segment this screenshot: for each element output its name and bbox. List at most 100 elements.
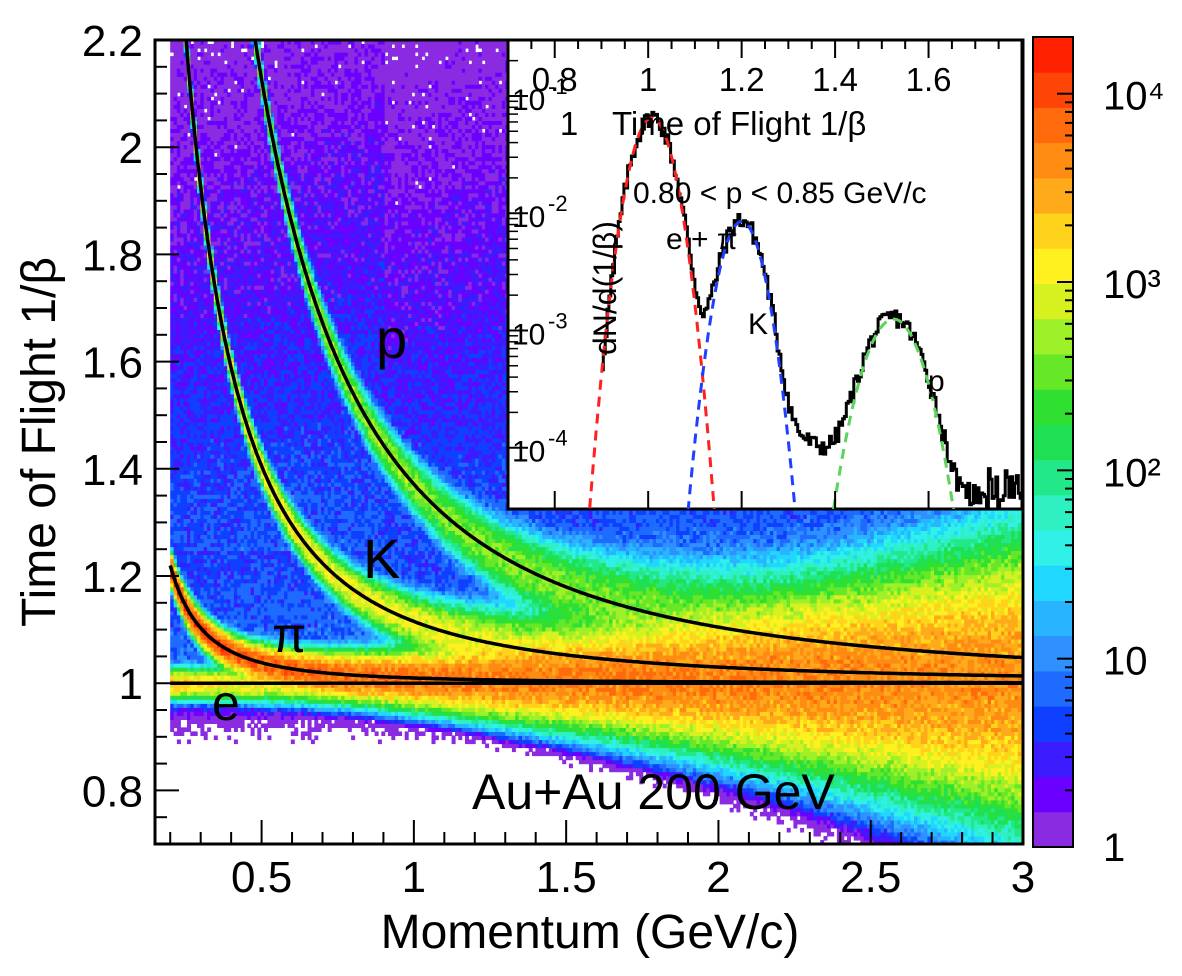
heatmap-cell (170, 374, 174, 379)
heatmap-cell (170, 522, 174, 527)
heatmap-cell (170, 88, 174, 93)
heatmap-cell (177, 506, 181, 511)
heatmap-cell (177, 193, 181, 198)
heatmap-cell (204, 321, 208, 326)
heatmap-cell (170, 599, 174, 604)
heatmap-cell (174, 92, 178, 97)
heatmap-cell (204, 317, 208, 322)
heatmap-cell (170, 100, 174, 105)
heatmap-cell (177, 394, 181, 399)
heatmap-cell (170, 406, 174, 411)
heatmap-cell (200, 108, 204, 113)
heatmap-cell (170, 273, 174, 278)
heatmap-cell (177, 161, 181, 166)
heatmap-cell (204, 466, 208, 471)
heatmap-cell (204, 446, 208, 451)
heatmap-cell (170, 623, 174, 628)
heatmap-cell (204, 346, 208, 351)
heatmap-cell (204, 731, 208, 736)
heatmap-cell (177, 514, 181, 519)
heatmap-cell (177, 165, 181, 170)
heatmap-cell (170, 583, 174, 588)
heatmap-cell (170, 225, 174, 230)
heatmap-cell (177, 631, 181, 636)
heatmap-cell (204, 273, 208, 278)
heatmap-cell (204, 659, 208, 664)
heatmap-cell (204, 96, 208, 101)
heatmap-cell (177, 522, 181, 527)
heatmap-cell (177, 100, 181, 105)
heatmap-cell (204, 325, 208, 330)
heatmap-cell (177, 627, 181, 632)
heatmap-cell (204, 177, 208, 182)
heatmap-cell (204, 502, 208, 507)
heatmap-cell (170, 370, 174, 375)
heatmap-cell (170, 165, 174, 170)
heatmap-cell (204, 277, 208, 282)
heatmap-cell (204, 390, 208, 395)
heatmap-cell (204, 112, 208, 117)
heatmap-cell (170, 64, 174, 69)
heatmap-cell (170, 68, 174, 73)
heatmap-cell (204, 442, 208, 447)
heatmap-cell (194, 48, 198, 53)
heatmap-cell (170, 446, 174, 451)
heatmap-cell (204, 185, 208, 190)
heatmap-cell (177, 201, 181, 206)
heatmap-cell (177, 723, 181, 728)
heatmap-cell (170, 663, 174, 668)
heatmap-cell (204, 84, 208, 89)
heatmap-cell (204, 526, 208, 531)
heatmap-cell (177, 567, 181, 572)
heatmap-cell (170, 181, 174, 186)
heatmap-cell (204, 571, 208, 576)
heatmap-cell (184, 133, 188, 138)
heatmap-cell (170, 112, 174, 117)
heatmap-cell (177, 458, 181, 463)
heatmap-cell (170, 342, 174, 347)
heatmap-cell (177, 338, 181, 343)
heatmap-cell (177, 740, 181, 745)
heatmap-cell (170, 48, 174, 53)
heatmap-cell (170, 173, 174, 178)
heatmap-cell (204, 253, 208, 258)
heatmap-cell (204, 52, 208, 57)
heatmap-cell (170, 201, 174, 206)
heatmap-cell (177, 273, 181, 278)
heatmap-cell (170, 450, 174, 455)
heatmap-cell (204, 410, 208, 415)
heatmap-cell (177, 116, 181, 121)
heatmap-cell (177, 667, 181, 672)
heatmap-cell (174, 185, 178, 190)
heatmap-cell (204, 543, 208, 548)
heatmap-cell (177, 56, 181, 61)
heatmap-cell (177, 334, 181, 339)
heatmap-cell (177, 651, 181, 656)
heatmap-cell (204, 555, 208, 560)
heatmap-cell (170, 289, 174, 294)
heatmap-cell (177, 659, 181, 664)
heatmap-cell (177, 221, 181, 226)
heatmap-cell (170, 56, 174, 61)
heatmap-cell (204, 72, 208, 77)
heatmap-cell (177, 313, 181, 318)
heatmap-cell (204, 370, 208, 375)
heatmap-cell (204, 494, 208, 499)
heatmap-cell (177, 112, 181, 117)
heatmap-cell (177, 293, 181, 298)
heatmap-cell (204, 68, 208, 73)
heatmap-cell (204, 60, 208, 65)
heatmap-cell (170, 434, 174, 439)
heatmap-cell (170, 221, 174, 226)
heatmap-cell (207, 727, 211, 732)
heatmap-cell (204, 539, 208, 544)
heatmap-cell (177, 498, 181, 503)
heatmap-cell (204, 149, 208, 154)
heatmap-cell (204, 438, 208, 443)
heatmap-cell (170, 667, 174, 672)
heatmap-cell (177, 442, 181, 447)
heatmap-cell (204, 153, 208, 158)
heatmap-cell (170, 591, 174, 596)
heatmap-cell (204, 687, 208, 692)
heatmap-cell (170, 217, 174, 222)
